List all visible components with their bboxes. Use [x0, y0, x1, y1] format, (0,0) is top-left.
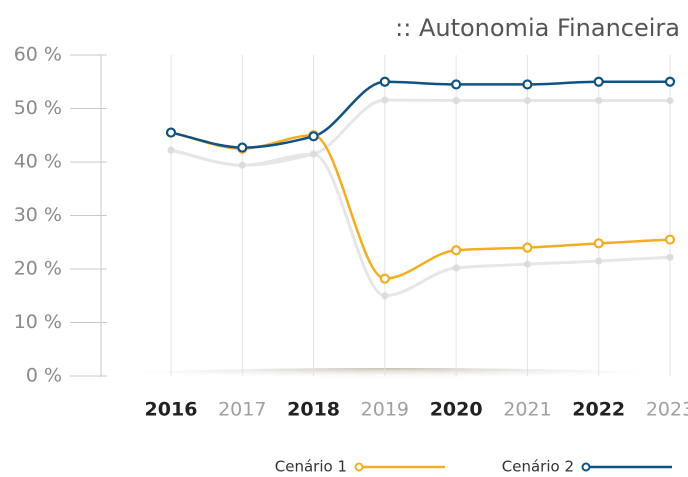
legend-marker: [581, 462, 591, 472]
y-tick-label: 10 %: [14, 311, 62, 333]
point-marker: [167, 146, 175, 154]
point-marker: [238, 161, 246, 169]
point-marker: [523, 96, 531, 104]
point-marker: [237, 142, 248, 153]
point-marker: [595, 257, 603, 265]
point-marker: [381, 292, 389, 300]
y-tick-label: 50 %: [14, 97, 62, 119]
point-marker: [664, 76, 676, 87]
x-tick-label: 2018: [287, 399, 340, 421]
legend-label: Cenário 1: [275, 458, 347, 476]
point-marker: [381, 96, 389, 104]
point-marker: [379, 76, 390, 87]
y-tick-label: 30 %: [14, 204, 62, 226]
point-marker: [451, 245, 462, 256]
point-marker: [593, 238, 604, 249]
x-tick-label: 2017: [218, 399, 266, 421]
x-tick-label: 2023: [646, 399, 688, 421]
legend-label: Cenário 2: [502, 458, 574, 476]
chart-title: :: Autonomia Financeira: [395, 14, 680, 42]
point-marker: [522, 242, 533, 253]
y-tick-label: 40 %: [14, 151, 62, 173]
point-marker: [666, 96, 674, 104]
y-tick-label: 60 %: [14, 44, 62, 66]
point-marker: [522, 79, 533, 90]
point-marker: [451, 79, 462, 90]
point-marker: [666, 253, 674, 261]
x-tick-label: 2021: [503, 399, 551, 421]
point-marker: [310, 150, 318, 158]
y-tick-label: 20 %: [14, 258, 62, 280]
x-tick-label: 2022: [572, 399, 625, 421]
series-line: [170, 98, 670, 167]
x-tick-label: 2019: [361, 399, 409, 421]
point-marker: [165, 127, 177, 138]
point-marker: [308, 131, 319, 142]
point-marker: [664, 234, 676, 245]
series-line: [170, 131, 671, 280]
point-marker: [379, 273, 390, 284]
series-line: [170, 80, 670, 149]
legend-marker: [354, 462, 364, 472]
y-tick-label: 0 %: [26, 365, 62, 387]
x-tick-label: 2016: [145, 399, 198, 421]
point-marker: [595, 96, 603, 104]
point-marker: [452, 264, 460, 272]
x-tick-label: 2020: [430, 399, 483, 421]
point-marker: [593, 76, 604, 87]
point-marker: [523, 260, 531, 268]
series-line: [170, 148, 671, 298]
point-marker: [452, 96, 460, 104]
axis-shadow: [95, 368, 685, 386]
